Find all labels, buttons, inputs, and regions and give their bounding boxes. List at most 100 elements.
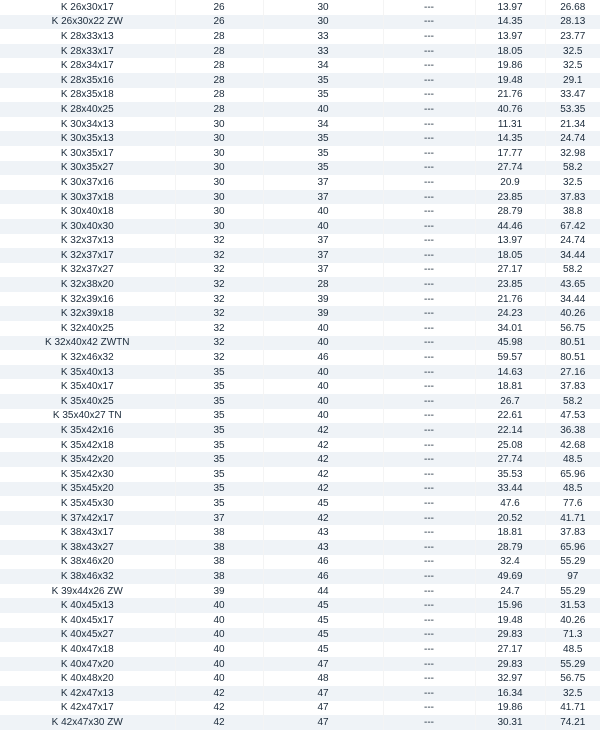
- cell: 42: [263, 467, 383, 482]
- cell: 16.34: [475, 686, 545, 701]
- cell: 32.97: [475, 671, 545, 686]
- cell: ---: [383, 482, 475, 497]
- cell: 14.35: [475, 15, 545, 30]
- cell: 29.83: [475, 628, 545, 643]
- cell: 28: [175, 88, 263, 103]
- cell: 35: [175, 423, 263, 438]
- table-row: K 35x40x253540---26.758.2: [0, 394, 600, 409]
- cell: 32.4: [475, 555, 545, 570]
- cell: 30: [175, 161, 263, 176]
- cell: 27.74: [475, 452, 545, 467]
- cell: 38.8: [545, 204, 600, 219]
- cell: 42: [175, 686, 263, 701]
- table-row: K 30x35x173035---17.7732.98: [0, 146, 600, 161]
- cell: 29.83: [475, 657, 545, 672]
- cell: 37.83: [545, 525, 600, 540]
- cell: 40: [263, 379, 383, 394]
- cell: ---: [383, 686, 475, 701]
- cell: 24.23: [475, 306, 545, 321]
- cell: 37: [263, 263, 383, 278]
- table-row: K 28x40x252840---40.7653.35: [0, 102, 600, 117]
- cell: 55.29: [545, 555, 600, 570]
- table-row: K 38x43x273843---28.7965.96: [0, 540, 600, 555]
- cell: K 30x40x30: [0, 219, 175, 234]
- cell: 20.52: [475, 511, 545, 526]
- cell: 55.29: [545, 584, 600, 599]
- cell: 18.05: [475, 44, 545, 59]
- cell: ---: [383, 423, 475, 438]
- cell: K 37x42x17: [0, 511, 175, 526]
- cell: 42: [263, 423, 383, 438]
- cell: 48.5: [545, 642, 600, 657]
- cell: 31.53: [545, 598, 600, 613]
- cell: 37: [263, 190, 383, 205]
- cell: 28: [175, 58, 263, 73]
- cell: 35: [175, 394, 263, 409]
- cell: 44: [263, 584, 383, 599]
- cell: 27.17: [475, 263, 545, 278]
- cell: 40: [263, 409, 383, 424]
- cell: K 30x34x13: [0, 117, 175, 132]
- cell: 38: [175, 569, 263, 584]
- cell: 40: [263, 204, 383, 219]
- table-row: K 40x47x184045---27.1748.5: [0, 642, 600, 657]
- cell: 45.98: [475, 336, 545, 351]
- cell: 26: [175, 0, 263, 15]
- cell: 40: [263, 336, 383, 351]
- cell: 47: [263, 686, 383, 701]
- cell: 42.68: [545, 438, 600, 453]
- cell: K 30x37x16: [0, 175, 175, 190]
- cell: 33: [263, 29, 383, 44]
- cell: 45: [263, 496, 383, 511]
- cell: ---: [383, 525, 475, 540]
- cell: 47: [263, 701, 383, 716]
- cell: ---: [383, 613, 475, 628]
- cell: K 35x45x20: [0, 482, 175, 497]
- cell: 30: [263, 15, 383, 30]
- cell: 43: [263, 540, 383, 555]
- cell: 20.9: [475, 175, 545, 190]
- cell: 48.5: [545, 452, 600, 467]
- cell: 35: [263, 131, 383, 146]
- cell: 30: [175, 131, 263, 146]
- table-row: K 38x46x203846---32.455.29: [0, 555, 600, 570]
- table-row: K 35x45x203542---33.4448.5: [0, 482, 600, 497]
- table-row: K 28x34x172834---19.8632.5: [0, 58, 600, 73]
- table-row: K 30x35x133035---14.3524.74: [0, 131, 600, 146]
- cell: 49.69: [475, 569, 545, 584]
- cell: 35: [263, 73, 383, 88]
- cell: 19.86: [475, 701, 545, 716]
- cell: K 32x37x13: [0, 234, 175, 249]
- table-row: K 32x40x42 ZWTN3240---45.9880.51: [0, 336, 600, 351]
- cell: 13.97: [475, 29, 545, 44]
- cell: 40.26: [545, 613, 600, 628]
- cell: ---: [383, 715, 475, 730]
- table-row: K 40x45x274045---29.8371.3: [0, 628, 600, 643]
- cell: 40: [175, 671, 263, 686]
- cell: 22.14: [475, 423, 545, 438]
- cell: 40.76: [475, 102, 545, 117]
- cell: K 28x35x18: [0, 88, 175, 103]
- cell: 80.51: [545, 336, 600, 351]
- cell: 34.44: [545, 292, 600, 307]
- cell: 33.47: [545, 88, 600, 103]
- table-row: K 40x47x204047---29.8355.29: [0, 657, 600, 672]
- cell: 30.31: [475, 715, 545, 730]
- table-row: K 38x46x323846---49.6997: [0, 569, 600, 584]
- cell: ---: [383, 701, 475, 716]
- cell: 28.13: [545, 15, 600, 30]
- cell: ---: [383, 584, 475, 599]
- cell: 23.85: [475, 277, 545, 292]
- cell: K 30x37x18: [0, 190, 175, 205]
- cell: 40: [263, 102, 383, 117]
- table-row: K 40x45x174045---19.4840.26: [0, 613, 600, 628]
- cell: ---: [383, 496, 475, 511]
- cell: 32.5: [545, 686, 600, 701]
- cell: 35: [175, 452, 263, 467]
- spec-table-body: K 26x30x172630---13.9726.68K 26x30x22 ZW…: [0, 0, 600, 730]
- cell: 44.46: [475, 219, 545, 234]
- cell: 26.7: [475, 394, 545, 409]
- cell: 40: [263, 365, 383, 380]
- cell: 23.77: [545, 29, 600, 44]
- cell: 28: [175, 44, 263, 59]
